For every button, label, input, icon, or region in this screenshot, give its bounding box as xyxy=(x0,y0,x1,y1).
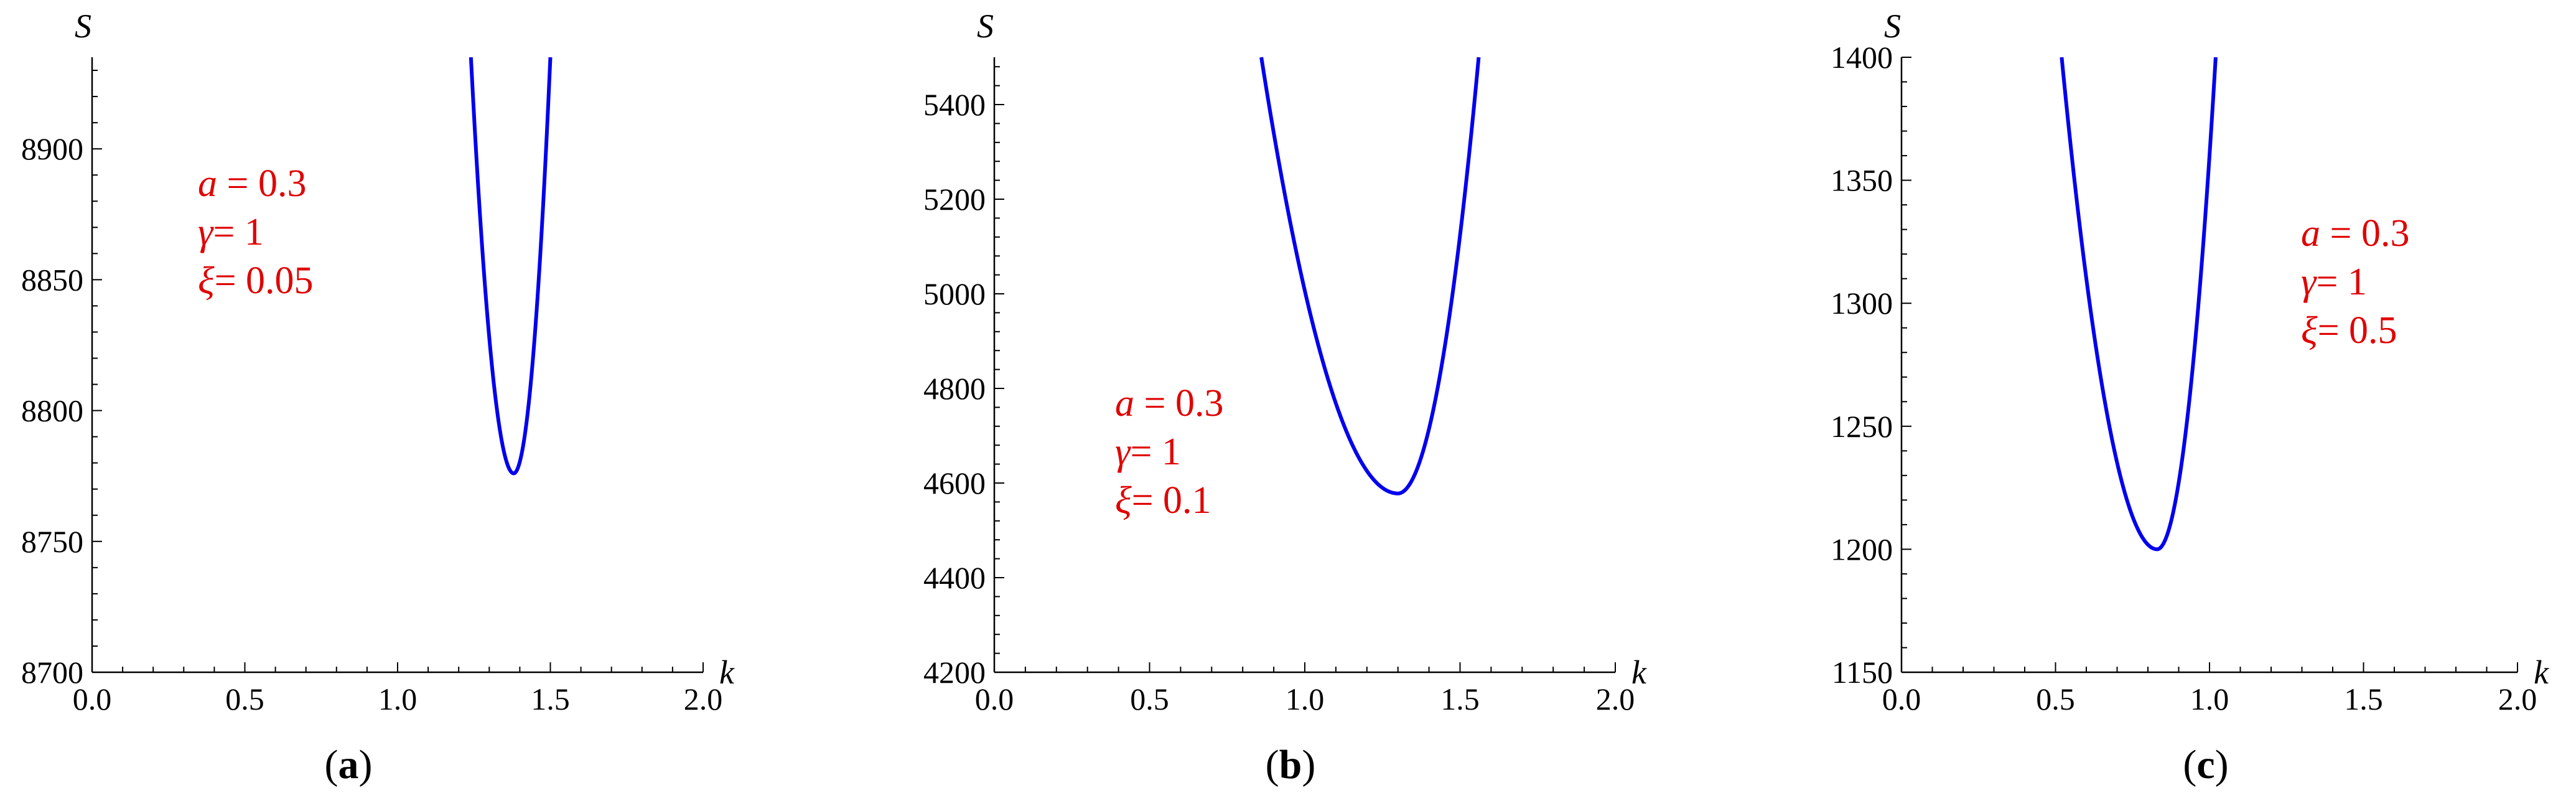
x-tick-label: 1.5 xyxy=(2344,682,2383,716)
x-tick-label: 0.0 xyxy=(1882,682,1921,716)
y-tick-label: 4800 xyxy=(923,371,986,406)
y-tick-label: 1150 xyxy=(1832,655,1893,690)
panel-label: (c) xyxy=(2183,742,2228,787)
x-axis-label: k xyxy=(1631,654,1647,691)
y-tick-label: 8900 xyxy=(21,131,83,166)
y-tick-label: 5400 xyxy=(923,87,986,122)
parameter-annotation: ξ= 0.1 xyxy=(1115,479,1211,522)
y-tick-label: 5200 xyxy=(923,182,986,217)
y-tick-label: 1350 xyxy=(1831,163,1893,198)
x-axis-label: k xyxy=(2534,654,2549,691)
y-axis-label: S xyxy=(75,7,91,45)
y-tick-label: 8850 xyxy=(21,262,83,297)
x-tick-label: 1.0 xyxy=(378,682,418,716)
y-tick-label: 4600 xyxy=(923,466,986,500)
x-tick-label: 0.0 xyxy=(975,682,1014,716)
parameter-annotation: a = 0.3 xyxy=(2301,212,2409,255)
panel-label: (b) xyxy=(1266,742,1316,787)
parameter-annotation: γ= 1 xyxy=(1115,431,1181,473)
panel-label: (a) xyxy=(325,742,373,787)
x-tick-label: 0.5 xyxy=(225,682,264,716)
y-axis-label: S xyxy=(977,7,994,45)
y-tick-label: 8700 xyxy=(21,655,83,690)
y-tick-label: 1200 xyxy=(1831,532,1893,566)
x-tick-label: 1.5 xyxy=(531,682,570,716)
y-tick-label: 1250 xyxy=(1831,409,1893,444)
chart-panel-b: 0.0 0.5 1.0 1.5 2.0 4200 4400 4600 4800 5000 5200 5… xyxy=(923,7,1647,787)
series-line xyxy=(1259,57,1481,495)
x-tick-label: 2.0 xyxy=(684,682,723,716)
x-tick-label: 2.0 xyxy=(1596,682,1635,716)
x-tick-label: 0.5 xyxy=(1130,682,1169,716)
parameter-annotation: ξ= 0.05 xyxy=(198,260,314,302)
x-tick-label: 1.0 xyxy=(2190,682,2229,716)
parameter-annotation: a = 0.3 xyxy=(1115,382,1223,425)
x-tick-label: 0.5 xyxy=(2036,682,2075,716)
series-line xyxy=(469,57,553,476)
series-line xyxy=(2060,57,2218,552)
y-tick-label: 1300 xyxy=(1831,286,1893,321)
x-axis-label: k xyxy=(719,654,735,691)
parameter-annotation: γ= 1 xyxy=(2301,261,2367,303)
parameter-annotation: a = 0.3 xyxy=(198,162,306,205)
x-tick-label: 1.0 xyxy=(1286,682,1325,716)
x-tick-label: 0.0 xyxy=(73,682,112,716)
parameter-annotation: ξ= 0.5 xyxy=(2301,309,2397,352)
y-tick-label: 1400 xyxy=(1831,40,1893,75)
chart-panel-a: 0.0 0.5 1.0 1.5 2.0 8700 8750 8800 8850 8900 k Sa =… xyxy=(21,7,735,787)
y-tick-label: 4200 xyxy=(923,655,986,690)
x-tick-label: 1.5 xyxy=(1440,682,1480,716)
y-tick-label: 4400 xyxy=(923,560,986,595)
chart-panel-c: 0.0 0.5 1.0 1.5 2.0 1150 1200 1250 1300 1350 1400 k… xyxy=(1831,7,2549,787)
y-axis-label: S xyxy=(1884,7,1901,45)
y-tick-label: 8750 xyxy=(21,524,83,559)
parameter-annotation: γ= 1 xyxy=(198,211,264,253)
x-tick-label: 2.0 xyxy=(2498,682,2537,716)
y-tick-label: 5000 xyxy=(923,276,986,311)
y-tick-label: 8800 xyxy=(21,393,83,428)
